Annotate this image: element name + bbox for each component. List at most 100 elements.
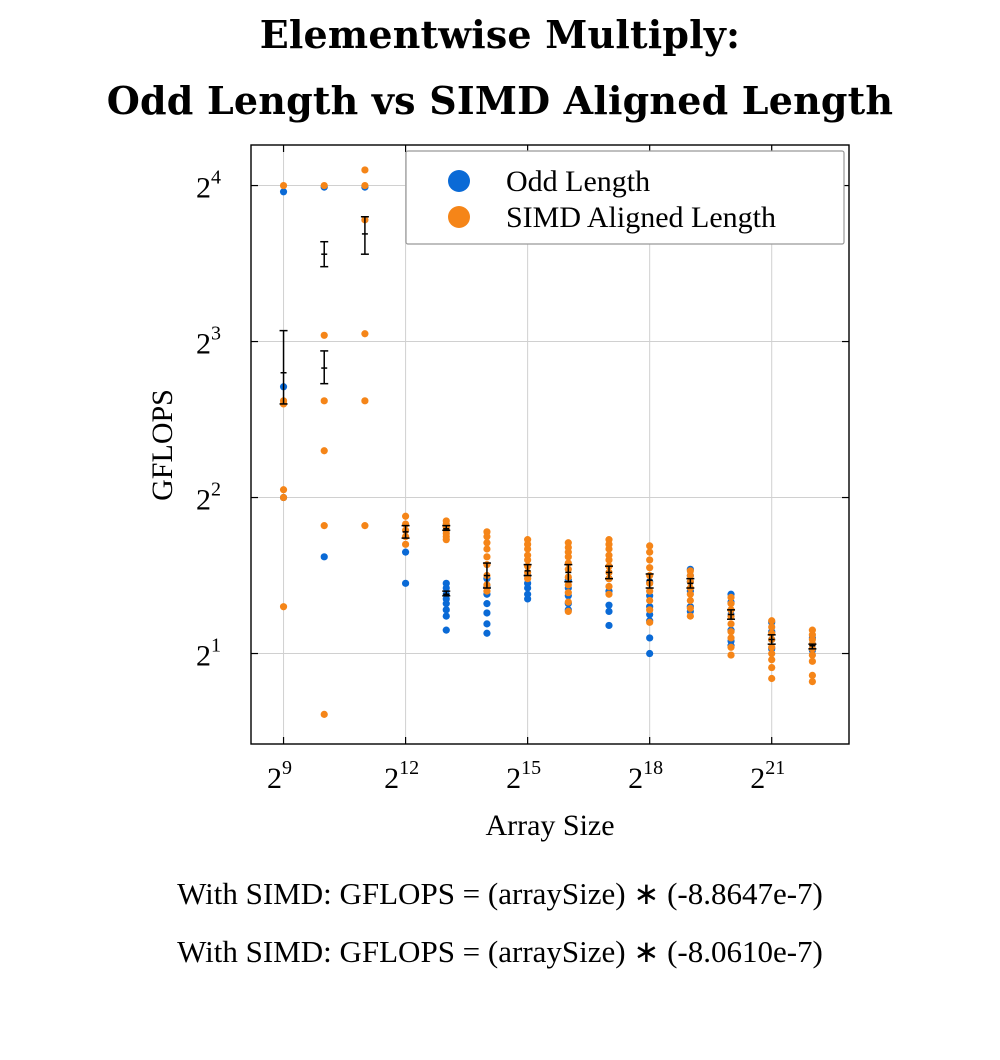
data-point <box>401 548 410 556</box>
data-point <box>646 649 654 658</box>
legend-label: Odd Length <box>506 165 650 198</box>
error-bar <box>320 350 329 385</box>
data-point <box>320 522 328 530</box>
data-point <box>483 620 491 628</box>
data-point <box>727 593 735 601</box>
chart-title-line-2: Odd Length vs SIMD Aligned Length <box>106 78 894 123</box>
data-point <box>361 397 369 405</box>
data-point <box>768 663 776 672</box>
x-tick-label: 29 <box>267 757 292 795</box>
data-point <box>442 584 450 592</box>
tick-labels: 29 212 215 218 221 21 22 23 24 <box>196 167 785 795</box>
data-point <box>320 397 328 405</box>
data-point <box>320 553 328 561</box>
data-point <box>605 590 613 598</box>
error-bar <box>564 563 573 583</box>
error-bar <box>320 240 329 268</box>
chart-title-line-1: Elementwise Multiply: <box>259 12 741 57</box>
data-point <box>686 604 694 612</box>
data-point <box>401 579 410 587</box>
error-bar-layer <box>279 216 817 650</box>
legend-marker <box>448 206 470 228</box>
data-point <box>483 587 491 595</box>
y-tick-label: 24 <box>196 167 221 205</box>
data-point <box>279 181 288 190</box>
y-tick-label: 23 <box>196 323 221 361</box>
data-point <box>768 649 776 658</box>
data-point <box>279 493 288 502</box>
data-point <box>768 617 776 625</box>
error-bar <box>604 565 613 580</box>
data-point <box>646 587 654 595</box>
data-point <box>320 331 328 339</box>
data-point <box>564 598 572 606</box>
data-point <box>727 634 735 642</box>
data-point <box>483 609 491 617</box>
error-bar <box>808 643 817 650</box>
series-odd-length <box>279 183 816 658</box>
error-bar <box>442 524 451 532</box>
data-point <box>564 553 572 561</box>
formula-annotation-1: With SIMD: GFLOPS = (arraySize) ∗ (-8.86… <box>177 876 823 911</box>
tick-marks <box>251 145 849 744</box>
data-point <box>483 600 491 608</box>
data-point <box>646 606 654 614</box>
grid-lines <box>251 145 849 744</box>
legend-marker <box>448 170 470 192</box>
data-point <box>483 629 491 637</box>
data-point <box>605 607 613 616</box>
data-point <box>279 486 288 494</box>
data-point <box>646 542 654 550</box>
error-bar <box>482 562 491 589</box>
data-point <box>524 575 532 583</box>
data-point <box>524 584 532 592</box>
formula-annotation-2: With SIMD: GFLOPS = (arraySize) ∗ (-8.06… <box>177 934 823 969</box>
data-point <box>808 671 816 679</box>
data-point <box>808 651 816 659</box>
data-point <box>279 603 288 611</box>
y-tick-label: 21 <box>196 635 221 673</box>
x-tick-label: 212 <box>384 757 419 795</box>
data-point <box>727 600 735 608</box>
data-point <box>442 626 450 634</box>
data-point <box>727 620 735 628</box>
data-point <box>727 643 735 651</box>
data-point <box>605 621 613 630</box>
data-point <box>646 556 654 564</box>
data-point <box>524 556 532 564</box>
data-point <box>646 548 654 556</box>
error-bar <box>360 216 369 255</box>
data-point <box>401 540 410 548</box>
plot-frame <box>250 144 850 745</box>
data-point <box>727 651 735 659</box>
x-tick-label: 221 <box>750 757 785 795</box>
data-point <box>483 532 491 541</box>
data-point <box>768 674 776 683</box>
error-bar <box>279 329 288 405</box>
data-point <box>646 618 654 626</box>
data-point <box>605 601 613 609</box>
data-point <box>361 181 369 190</box>
data-point <box>320 447 328 455</box>
data-point <box>279 188 288 196</box>
data-point <box>320 181 328 190</box>
data-point <box>605 545 613 553</box>
series-simd-aligned-length <box>279 166 816 718</box>
data-point <box>727 628 735 636</box>
x-tick-label: 215 <box>506 757 541 795</box>
data-point <box>401 512 410 520</box>
data-point <box>442 612 450 620</box>
error-bar <box>645 573 654 589</box>
error-bar <box>727 609 736 620</box>
y-axis-label: GFLOPS <box>146 389 179 501</box>
data-point <box>768 623 776 631</box>
y-tick-label: 22 <box>196 479 221 517</box>
x-axis-label: Array Size <box>485 809 614 842</box>
data-point <box>442 536 450 544</box>
data-point <box>442 606 450 614</box>
series-layer <box>279 166 816 718</box>
data-point <box>524 545 532 553</box>
data-point <box>564 589 572 597</box>
